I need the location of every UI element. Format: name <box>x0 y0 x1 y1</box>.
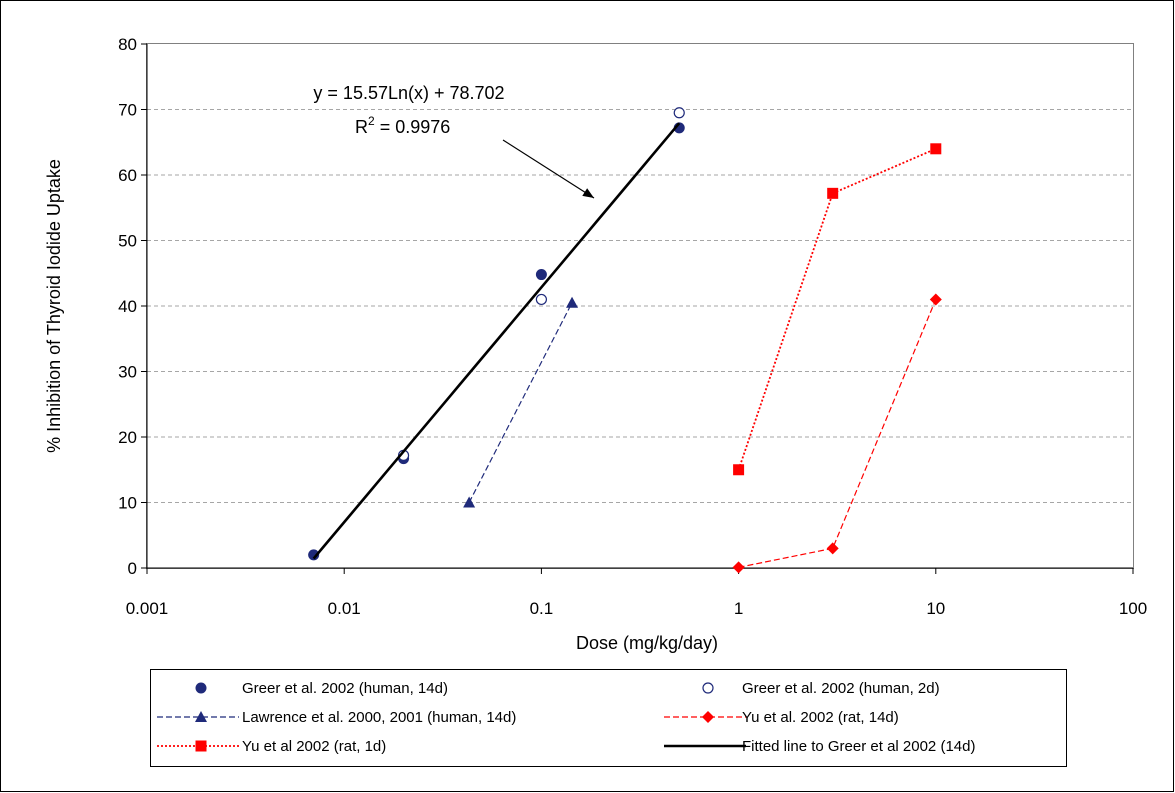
series-4 <box>733 143 942 476</box>
x-tick-label-4: 10 <box>926 599 945 618</box>
axes: 0 10 20 30 40 50 60 70 80 0.001 0.01 0.1 1 10 100 <box>118 35 1147 618</box>
legend-item-3-marker <box>702 711 714 723</box>
fit-annotation-arrow <box>502 139 595 199</box>
series-layer <box>308 107 942 574</box>
legend-item-5-label: Fitted line to Greer et al 2002 (14d) <box>742 738 975 755</box>
legend-item-2: Lawrence et al. 2000, 2001 (human, 14d) <box>157 709 516 726</box>
legend-item-0-label: Greer et al. 2002 (human, 14d) <box>242 680 448 697</box>
x-axis-title: Dose (mg/kg/day) <box>576 633 718 653</box>
y-tick-label-3: 30 <box>118 363 137 382</box>
x-tick-label-5: 100 <box>1119 599 1147 618</box>
y-axis-title: % Inhibition of Thyroid Iodide Uptake <box>44 159 64 453</box>
legend-item-0-marker <box>195 682 207 694</box>
grid-lines <box>147 109 1133 503</box>
y-tick-label-7: 70 <box>118 101 137 120</box>
series-2-line <box>468 302 573 503</box>
x-tick-label-1: 0.01 <box>328 599 361 618</box>
y-tick-label-0: 0 <box>128 559 137 578</box>
series-2 <box>463 296 579 508</box>
y-tick-label-4: 40 <box>118 297 137 316</box>
r-squared-value: = 0.9976 <box>375 117 451 137</box>
series-4-point-0 <box>733 464 745 476</box>
fit-equation-label: y = 15.57Ln(x) + 78.702 <box>313 83 504 103</box>
series-1-point-1 <box>535 293 548 306</box>
series-3-point-2 <box>929 293 942 306</box>
series-4-point-2 <box>930 143 942 155</box>
annotation-layer: y = 15.57Ln(x) + 78.702 R2 = 0.9976 <box>313 83 595 199</box>
legend-item-5: Fitted line to Greer et al 2002 (14d) <box>664 738 975 755</box>
legend-item-2-marker <box>195 711 207 722</box>
r-squared-label: R2 = 0.9976 <box>355 114 450 137</box>
series-5 <box>312 122 681 560</box>
x-tick-label-2: 0.1 <box>530 599 554 618</box>
y-tick-label-6: 60 <box>118 166 137 185</box>
y-tick-label-5: 50 <box>118 232 137 251</box>
legend-item-4-marker <box>195 740 207 752</box>
legend-item-3: Yu et al. 2002 (rat, 14d) <box>664 709 899 726</box>
y-tick-label-8: 80 <box>118 35 137 54</box>
series-4-point-1 <box>827 187 839 199</box>
legend-item-3-label: Yu et al. 2002 (rat, 14d) <box>742 709 899 726</box>
series-3-point-0 <box>732 561 745 574</box>
legend: Greer et al. 2002 (human, 14d) Greer et a… <box>150 669 1067 767</box>
series-3-point-1 <box>826 542 839 555</box>
legend-item-2-label: Lawrence et al. 2000, 2001 (human, 14d) <box>242 709 516 726</box>
legend-item-1-label: Greer et al. 2002 (human, 2d) <box>742 680 940 697</box>
x-tick-label-0: 0.001 <box>126 599 169 618</box>
series-2-point-1 <box>566 296 579 308</box>
legend-item-1: Greer et al. 2002 (human, 2d) <box>702 680 940 697</box>
x-tick-label-3: 1 <box>734 599 743 618</box>
y-tick-label-2: 20 <box>118 428 137 447</box>
legend-item-4: Yu et al 2002 (rat, 1d) <box>157 738 386 755</box>
fitted-line <box>312 122 681 560</box>
fit-annotation-arrowhead <box>582 188 594 198</box>
series-1-point-2 <box>673 107 685 119</box>
r-squared-prefix: R <box>355 117 368 137</box>
series-0-point-2 <box>535 269 547 281</box>
r-squared-superscript: 2 <box>368 114 375 128</box>
legend-item-1-marker <box>702 682 714 694</box>
y-tick-label-1: 10 <box>118 494 137 513</box>
legend-item-4-label: Yu et al 2002 (rat, 1d) <box>242 738 386 755</box>
legend-item-0: Greer et al. 2002 (human, 14d) <box>195 680 448 697</box>
series-4-line <box>737 147 937 471</box>
series-3 <box>732 293 942 574</box>
series-0-point-0 <box>308 549 320 561</box>
series-2-point-0 <box>463 496 476 508</box>
legend-box <box>150 669 1067 767</box>
